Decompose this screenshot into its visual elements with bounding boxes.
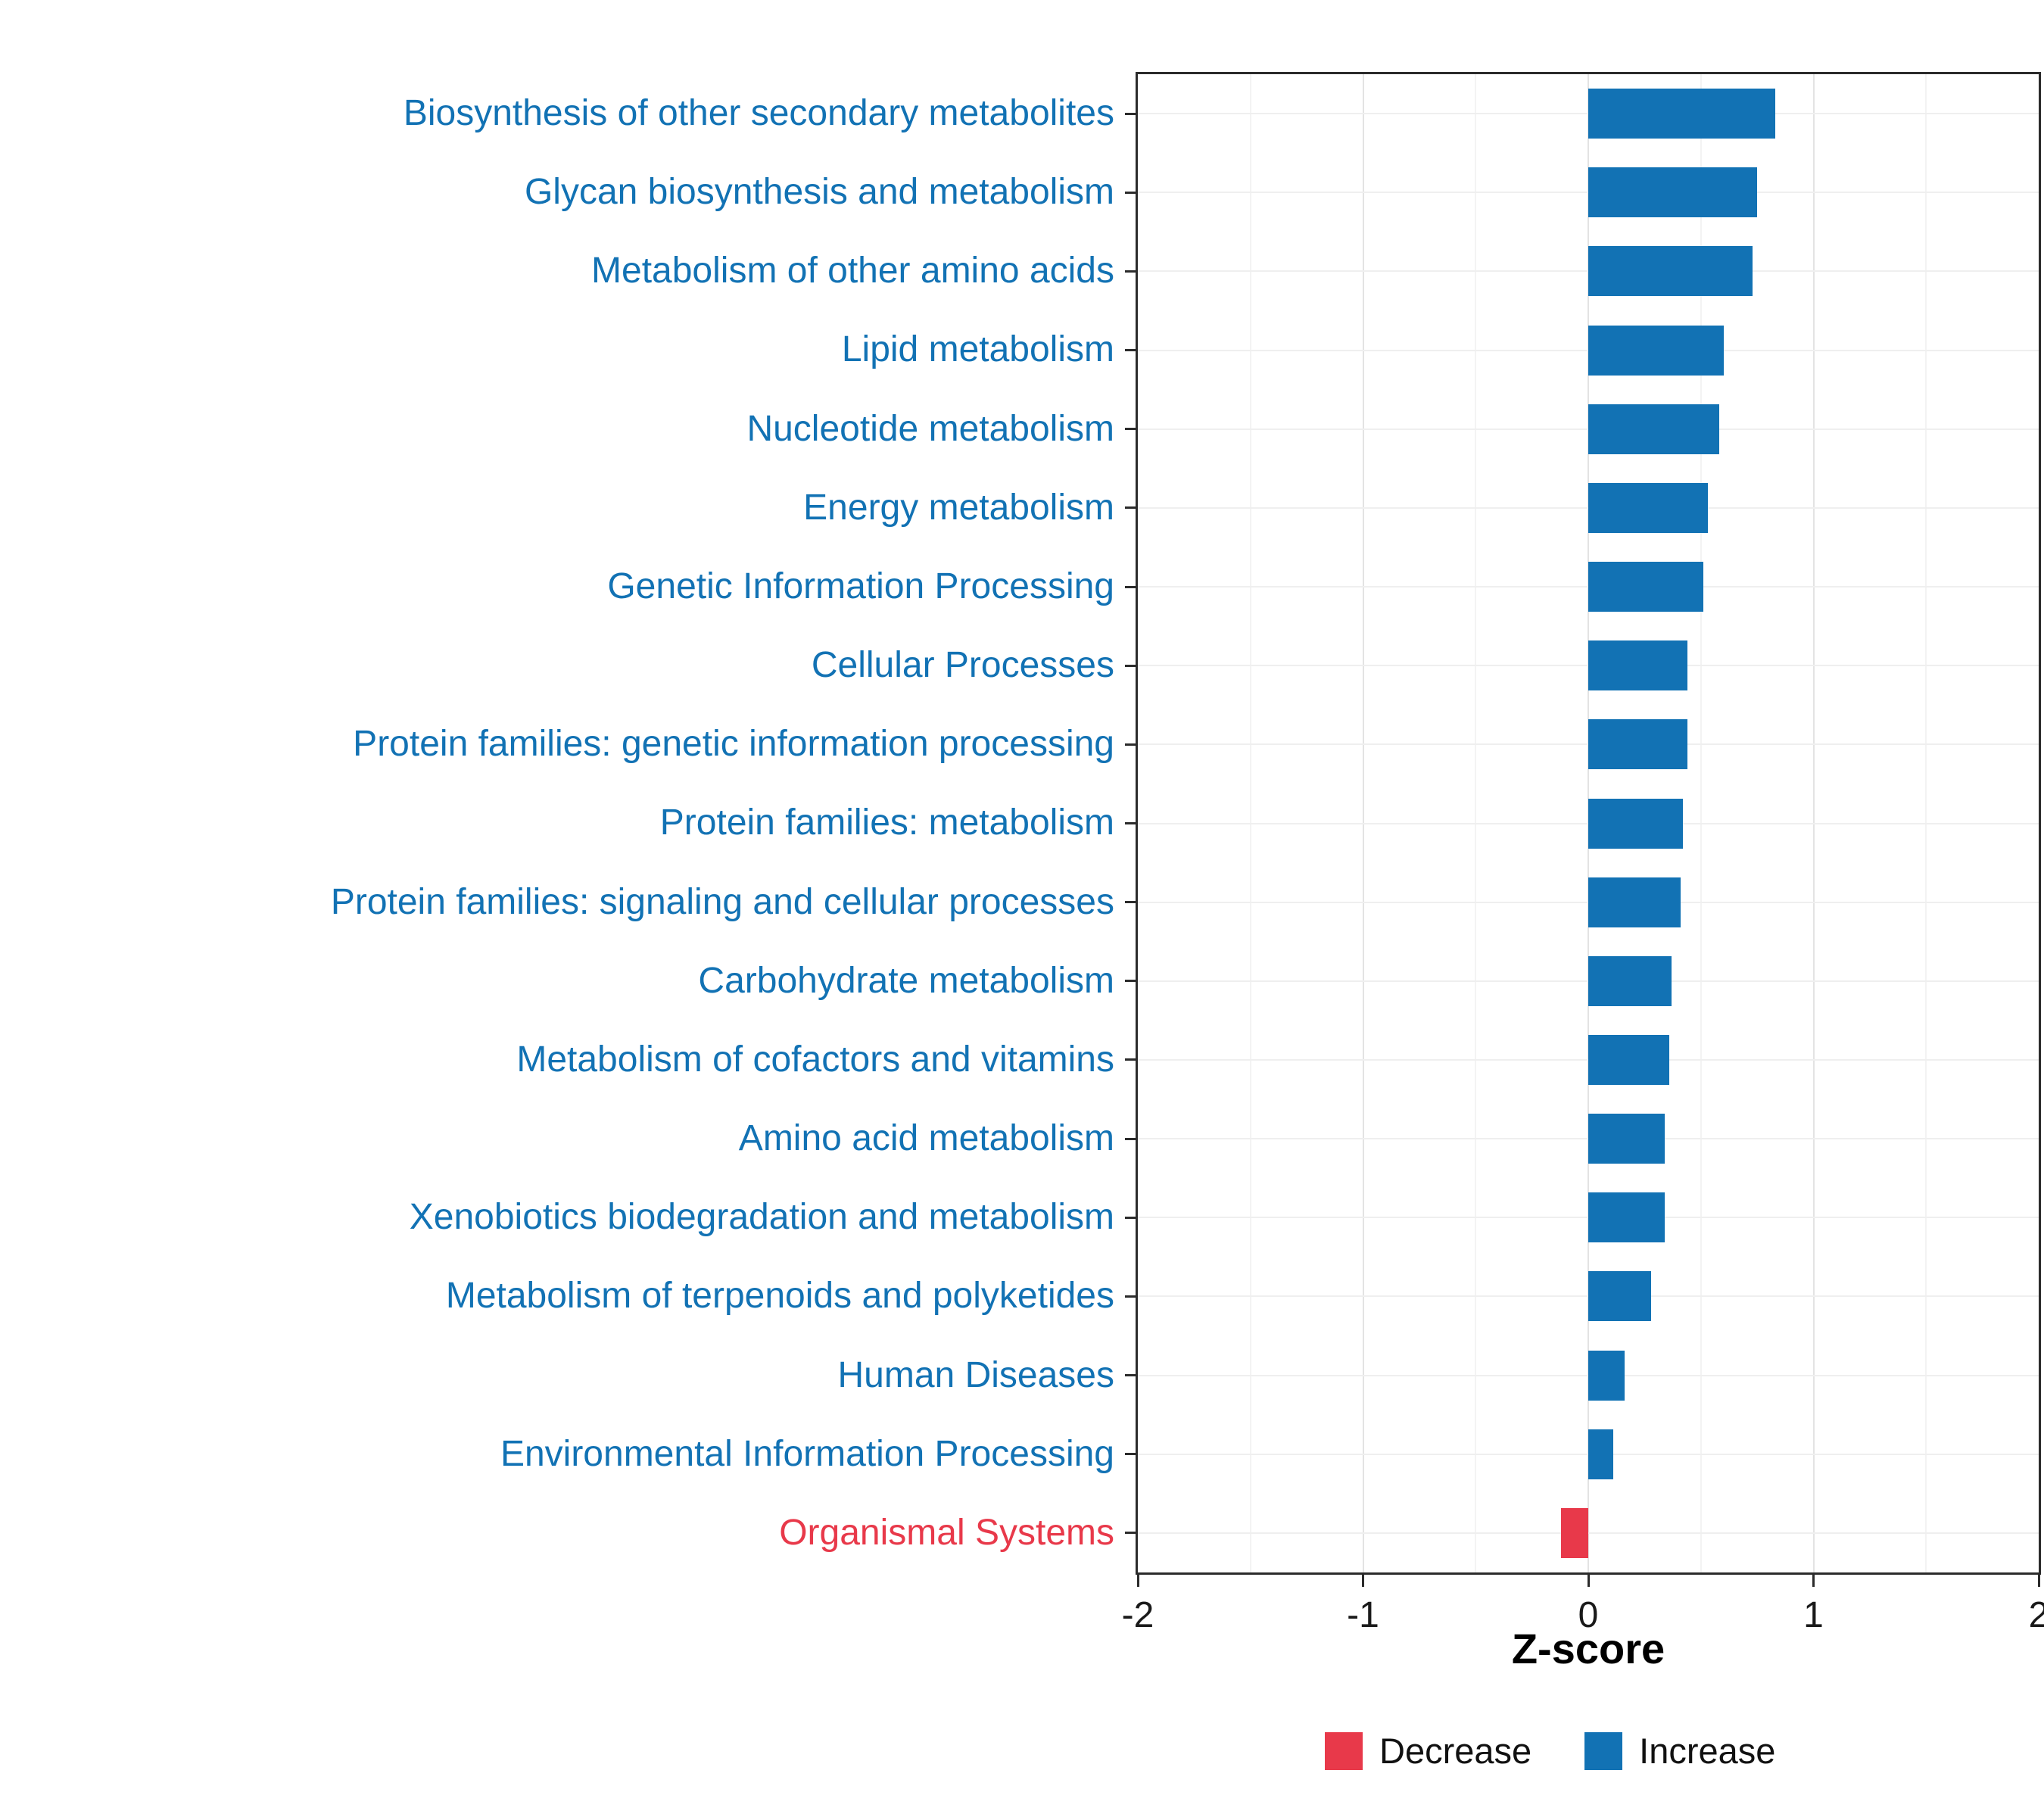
bar: [1561, 1507, 1588, 1558]
x-tick-mark: [1812, 1575, 1815, 1587]
bar: [1588, 89, 1775, 139]
y-tick-mark: [1125, 1216, 1136, 1219]
y-tick-mark: [1125, 585, 1136, 588]
x-tick-mark: [2037, 1575, 2040, 1587]
y-tick-mark: [1125, 1374, 1136, 1377]
legend-label-decrease: Decrease: [1379, 1731, 1532, 1771]
category-label: Metabolism of other amino acids: [591, 251, 1114, 291]
y-tick-mark: [1125, 980, 1136, 983]
bar: [1588, 1429, 1613, 1479]
y-tick-mark: [1125, 1453, 1136, 1456]
y-tick-mark: [1125, 1058, 1136, 1061]
x-tick-mark: [1587, 1575, 1590, 1587]
legend-swatch-increase: [1584, 1731, 1623, 1770]
y-tick-mark: [1125, 901, 1136, 904]
legend-item-decrease: Decrease: [1325, 1730, 1531, 1772]
category-label: Protein families: genetic information pr…: [353, 724, 1114, 765]
category-label: Biosynthesis of other secondary metaboli…: [403, 93, 1114, 133]
category-label: Metabolism of cofactors and vitamins: [516, 1039, 1114, 1080]
category-label: Carbohydrate metabolism: [698, 960, 1114, 1001]
grid-major-hline: [1138, 1532, 2039, 1534]
y-tick-mark: [1125, 743, 1136, 746]
x-axis-title: Z-score: [1511, 1625, 1665, 1672]
category-label: Protein families: signaling and cellular…: [330, 881, 1114, 922]
bar: [1588, 404, 1719, 454]
category-label: Glycan biosynthesis and metabolism: [524, 172, 1114, 213]
y-tick-mark: [1125, 822, 1136, 824]
category-label: Xenobiotics biodegradation and metabolis…: [409, 1197, 1114, 1238]
y-tick-mark: [1125, 349, 1136, 352]
x-tick-label: -1: [1347, 1595, 1379, 1635]
bar: [1588, 798, 1683, 849]
bar: [1588, 562, 1703, 612]
category-label: Lipid metabolism: [841, 329, 1114, 370]
legend-label-increase: Increase: [1639, 1731, 1776, 1771]
category-label: Energy metabolism: [803, 487, 1114, 528]
y-tick-mark: [1125, 1532, 1136, 1535]
y-tick-mark: [1125, 1137, 1136, 1140]
y-tick-mark: [1125, 664, 1136, 667]
plot-area: [1136, 72, 2041, 1575]
y-tick-mark: [1125, 270, 1136, 273]
x-tick-mark: [1136, 1575, 1139, 1587]
bar: [1588, 246, 1753, 297]
category-label: Metabolism of terpenoids and polyketides: [445, 1276, 1114, 1317]
bar: [1588, 1192, 1665, 1243]
bar: [1588, 1114, 1665, 1164]
y-tick-mark: [1125, 112, 1136, 115]
category-label: Nucleotide metabolism: [746, 408, 1114, 449]
bar: [1588, 719, 1687, 770]
category-label: Cellular Processes: [811, 645, 1114, 686]
y-tick-mark: [1125, 191, 1136, 194]
bar: [1588, 955, 1672, 1006]
y-tick-mark: [1125, 506, 1136, 510]
category-label: Environmental Information Processing: [500, 1433, 1114, 1474]
legend-item-increase: Increase: [1584, 1730, 1775, 1772]
bar: [1588, 325, 1724, 376]
category-label: Protein families: metabolism: [659, 803, 1114, 843]
bar: [1588, 1271, 1652, 1322]
category-label: Organismal Systems: [779, 1512, 1114, 1553]
category-label: Genetic Information Processing: [607, 566, 1114, 606]
x-tick-mark: [1362, 1575, 1364, 1587]
x-tick-label: -2: [1121, 1595, 1154, 1635]
x-tick-label: 2: [2028, 1595, 2044, 1635]
x-tick-label: 0: [1578, 1595, 1599, 1635]
category-label: Human Diseases: [837, 1354, 1114, 1395]
bar: [1588, 482, 1708, 533]
bar: [1588, 877, 1681, 927]
category-label: Amino acid metabolism: [738, 1118, 1114, 1159]
bar: [1588, 1350, 1625, 1401]
legend: Decrease Increase: [1325, 1730, 1775, 1772]
x-tick-label: 1: [1803, 1595, 1824, 1635]
bar: [1588, 640, 1687, 691]
bar: [1588, 167, 1758, 218]
legend-swatch-decrease: [1325, 1731, 1363, 1770]
y-tick-mark: [1125, 1295, 1136, 1298]
bar: [1588, 1034, 1670, 1085]
y-tick-mark: [1125, 428, 1136, 431]
